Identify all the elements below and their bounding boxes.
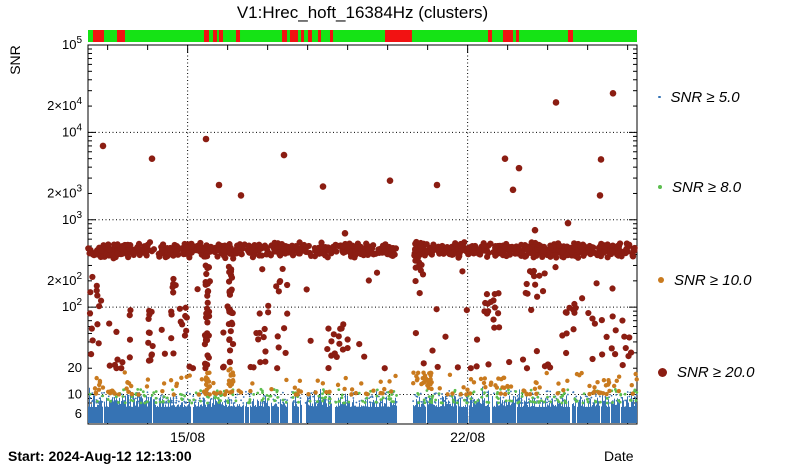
outlier-point bbox=[433, 181, 441, 189]
outlier-point bbox=[552, 99, 560, 106]
y-tick-label: 105 bbox=[62, 35, 82, 52]
x-tick-labels: 15/08 22/08 bbox=[170, 429, 485, 445]
outlier-point bbox=[564, 219, 572, 227]
legend-item-snr-5: SNR ≥ 5.0 bbox=[658, 88, 740, 106]
outlier-point bbox=[237, 192, 245, 199]
chart-title: V1:Hrec_hoft_16384Hz (clusters) bbox=[236, 3, 489, 22]
series-snr20-points bbox=[85, 90, 638, 372]
outlier-point bbox=[386, 177, 394, 184]
legend-marker-snr-20-icon bbox=[658, 367, 667, 377]
y-tick-label: 104 bbox=[62, 122, 82, 139]
outlier-point bbox=[501, 155, 509, 162]
plot-frame bbox=[87, 44, 638, 425]
outlier-point bbox=[509, 186, 517, 194]
legend-label-snr-5: SNR ≥ 5.0 bbox=[670, 88, 740, 106]
outlier-point bbox=[515, 164, 523, 172]
outlier-point bbox=[597, 156, 605, 163]
series-snr8-points bbox=[88, 387, 639, 405]
legend-label-snr-20: SNR ≥ 20.0 bbox=[677, 363, 755, 381]
outlier-point bbox=[609, 90, 617, 97]
x-axis-title: Date bbox=[604, 448, 634, 464]
outlier-point bbox=[148, 155, 156, 162]
y-tick-label: 20 bbox=[68, 360, 82, 375]
legend-item-snr-10: SNR ≥ 10.0 bbox=[658, 271, 751, 289]
outlier-point bbox=[341, 230, 349, 237]
outlier-point bbox=[99, 142, 107, 150]
outlier-point bbox=[202, 135, 210, 143]
start-timestamp: Start: 2024-Aug-12 12:13:00 bbox=[8, 448, 192, 464]
series-snr10-points bbox=[92, 366, 639, 397]
legend-marker-snr-10-icon bbox=[658, 277, 664, 283]
status-bar bbox=[88, 30, 637, 42]
series-snr5-points bbox=[88, 386, 638, 423]
y-tick-label: 103 bbox=[62, 210, 82, 227]
outlier-point bbox=[596, 192, 604, 199]
x-tick-label: 22/08 bbox=[450, 429, 485, 445]
x-tick-label: 15/08 bbox=[170, 429, 205, 445]
y-tick-label: 10 bbox=[68, 387, 82, 402]
y-tick-labels: 105 2×104 104 2×103 103 2×102 102 20 10 6 bbox=[47, 35, 82, 421]
y-tick-label: 2×102 bbox=[47, 271, 82, 288]
y-tick-label: 102 bbox=[62, 297, 82, 314]
legend-marker-snr-8-icon bbox=[658, 185, 662, 189]
y-tick-label: 2×104 bbox=[47, 96, 82, 113]
legend: SNR ≥ 5.0 SNR ≥ 8.0 SNR ≥ 10.0 SNR ≥ 20.… bbox=[650, 0, 805, 472]
outlier-point bbox=[280, 151, 288, 159]
legend-marker-snr-5-icon bbox=[658, 95, 661, 99]
y-tick-label: 2×103 bbox=[47, 183, 82, 200]
legend-item-snr-20: SNR ≥ 20.0 bbox=[658, 363, 754, 381]
legend-item-snr-8: SNR ≥ 8.0 bbox=[658, 178, 741, 196]
legend-label-snr-10: SNR ≥ 10.0 bbox=[674, 271, 752, 289]
y-tick-label: 6 bbox=[75, 406, 82, 421]
legend-label-snr-8: SNR ≥ 8.0 bbox=[672, 178, 742, 196]
outlier-point bbox=[215, 181, 223, 189]
outlier-point bbox=[319, 183, 327, 190]
outlier-point bbox=[531, 226, 539, 234]
